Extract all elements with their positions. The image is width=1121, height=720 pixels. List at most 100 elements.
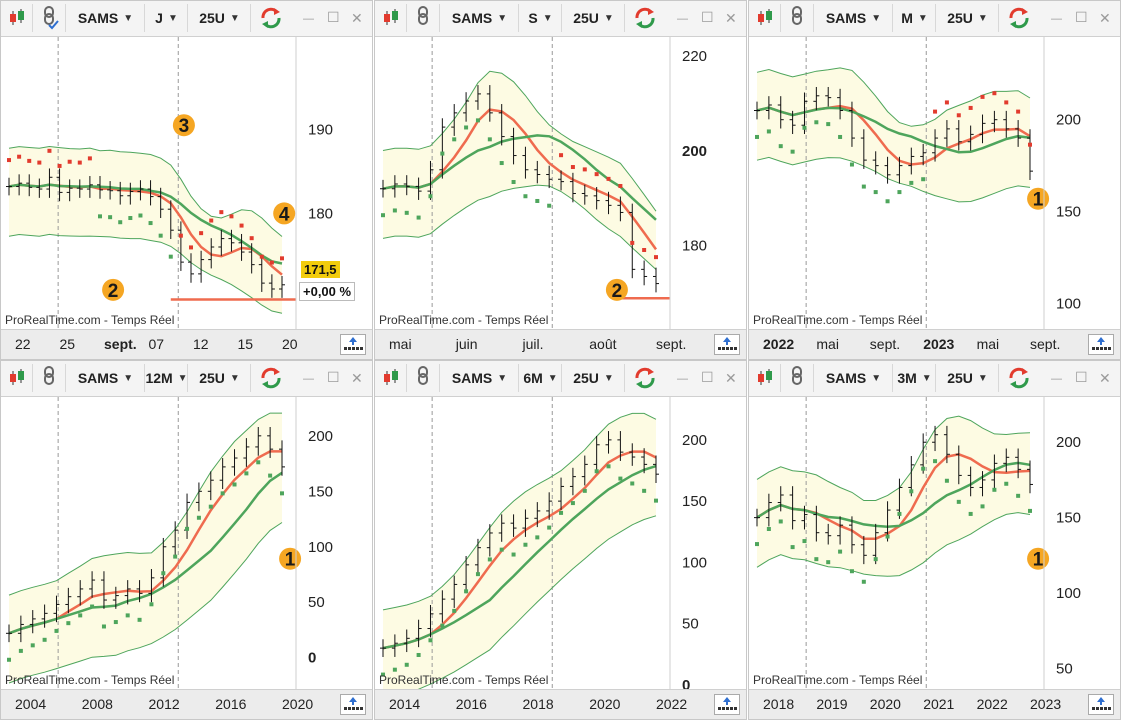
sar-dot: [487, 137, 492, 142]
refresh-button[interactable]: [1000, 4, 1038, 32]
ohlc-bar: [267, 427, 274, 458]
chart-type-button[interactable]: [375, 4, 407, 32]
ohlc-bar: [463, 556, 470, 594]
close-icon[interactable]: ✕: [1099, 10, 1111, 26]
bars-select[interactable]: 25U ▼: [937, 4, 999, 32]
minimize-icon[interactable]: —: [677, 13, 688, 25]
ohlc-bar: [177, 221, 184, 271]
bars-select[interactable]: 25U ▼: [563, 364, 625, 392]
sar-dot: [968, 105, 973, 110]
sar-dot: [1004, 481, 1009, 486]
chart-type-button[interactable]: [375, 364, 407, 392]
ohlc-bar: [908, 147, 915, 175]
timeframe-select[interactable]: M ▼: [894, 4, 936, 32]
minimize-icon[interactable]: —: [677, 373, 688, 385]
refresh-button[interactable]: [626, 4, 664, 32]
ohlc-bar: [848, 516, 855, 554]
minimize-icon[interactable]: —: [1051, 373, 1062, 385]
minimize-icon[interactable]: —: [303, 13, 314, 25]
maximize-icon[interactable]: ☐: [327, 9, 340, 25]
maximize-icon[interactable]: ☐: [701, 369, 714, 385]
ohlc-bar: [77, 580, 84, 606]
timeframe-select[interactable]: 3M ▼: [894, 364, 936, 392]
refresh-button[interactable]: [1000, 364, 1038, 392]
link-button[interactable]: [782, 364, 814, 392]
sar-dot: [404, 662, 409, 667]
ticker-select[interactable]: SAMS ▼: [815, 364, 893, 392]
keyboard-button[interactable]: [714, 694, 740, 715]
refresh-button[interactable]: [252, 364, 290, 392]
keyboard-button[interactable]: [340, 694, 366, 715]
chart-type-button[interactable]: [749, 4, 781, 32]
time-tick-label: 25: [59, 336, 76, 352]
bars-label: 25U: [947, 10, 973, 26]
refresh-button[interactable]: [626, 364, 664, 392]
ticker-select[interactable]: SAMS ▼: [67, 4, 145, 32]
price-chart[interactable]: 1 200 150 100: [749, 37, 1120, 330]
timeframe-select[interactable]: S ▼: [520, 4, 562, 32]
price-chart[interactable]: 1 200 150 100 50 0: [1, 397, 372, 690]
minimize-icon[interactable]: —: [303, 373, 314, 385]
price-chart[interactable]: 2 220 200 180: [375, 37, 746, 330]
ohlc-bar: [380, 639, 386, 657]
link-button[interactable]: [34, 4, 66, 32]
ticker-select[interactable]: SAMS ▼: [67, 364, 145, 392]
chart-type-button[interactable]: [1, 364, 33, 392]
ticker-select[interactable]: SAMS ▼: [815, 4, 893, 32]
ticker-select[interactable]: SAMS ▼: [441, 4, 519, 32]
sar-dot: [475, 118, 480, 123]
band-fill: [383, 71, 656, 270]
close-icon[interactable]: ✕: [1099, 370, 1111, 386]
price-chart[interactable]: 1 200 150 100 50: [749, 397, 1120, 690]
close-icon[interactable]: ✕: [351, 370, 363, 386]
link-button[interactable]: [782, 4, 814, 32]
timeframe-select[interactable]: 12M ▼: [145, 364, 188, 392]
maximize-icon[interactable]: ☐: [701, 9, 714, 25]
keyboard-button[interactable]: [340, 334, 366, 355]
chart-type-button[interactable]: [749, 364, 781, 392]
refresh-button[interactable]: [252, 4, 290, 32]
timeframe-select[interactable]: 6M ▼: [520, 364, 562, 392]
maximize-icon[interactable]: ☐: [1075, 9, 1088, 25]
keyboard-icon: [344, 697, 363, 710]
ohlc-bar: [1027, 460, 1033, 494]
marker-label: 1: [285, 550, 296, 571]
price-tick-label: 50: [1056, 660, 1073, 677]
chart-type-button[interactable]: [1, 4, 33, 32]
price-chart[interactable]: 3 4 2 190 180: [1, 37, 372, 330]
maximize-icon[interactable]: ☐: [327, 369, 340, 385]
close-icon[interactable]: ✕: [725, 10, 737, 26]
bars-select[interactable]: 25U ▼: [189, 4, 251, 32]
sar-dot: [618, 476, 623, 481]
sar-dot: [17, 154, 22, 159]
close-icon[interactable]: ✕: [351, 10, 363, 26]
price-chart[interactable]: 200 150 100 50 0: [375, 397, 746, 690]
bars-select[interactable]: 25U ▼: [937, 364, 999, 392]
sar-dot: [249, 236, 254, 241]
bars-select[interactable]: 25U ▼: [563, 4, 625, 32]
keyboard-button[interactable]: [1088, 334, 1114, 355]
sar-dot: [178, 233, 183, 238]
sar-dot: [27, 158, 32, 163]
watermark: ProRealTime.com - Temps Réel: [5, 673, 175, 687]
price-tick-label: 100: [682, 554, 707, 571]
sar-dot: [582, 167, 587, 172]
link-button[interactable]: [408, 364, 440, 392]
bars-select[interactable]: 25U ▼: [189, 364, 251, 392]
sar-dot: [873, 557, 878, 562]
chevron-down-icon: ▼: [542, 12, 553, 24]
toolbar: SAMS ▼ J ▼ 25U ▼ — ☐ ✕: [1, 1, 372, 37]
ticker-select[interactable]: SAMS ▼: [441, 364, 519, 392]
maximize-icon[interactable]: ☐: [1075, 369, 1088, 385]
timeframe-select[interactable]: J ▼: [146, 4, 188, 32]
timeframe-label: 12M: [145, 370, 173, 386]
keyboard-button[interactable]: [1088, 694, 1114, 715]
ohlc-bar: [157, 187, 164, 219]
link-button[interactable]: [408, 4, 440, 32]
minimize-icon[interactable]: —: [1051, 13, 1062, 25]
sar-dot: [642, 488, 647, 493]
keyboard-button[interactable]: [714, 334, 740, 355]
sar-dot: [909, 489, 914, 494]
close-icon[interactable]: ✕: [725, 370, 737, 386]
link-button[interactable]: [34, 364, 66, 392]
